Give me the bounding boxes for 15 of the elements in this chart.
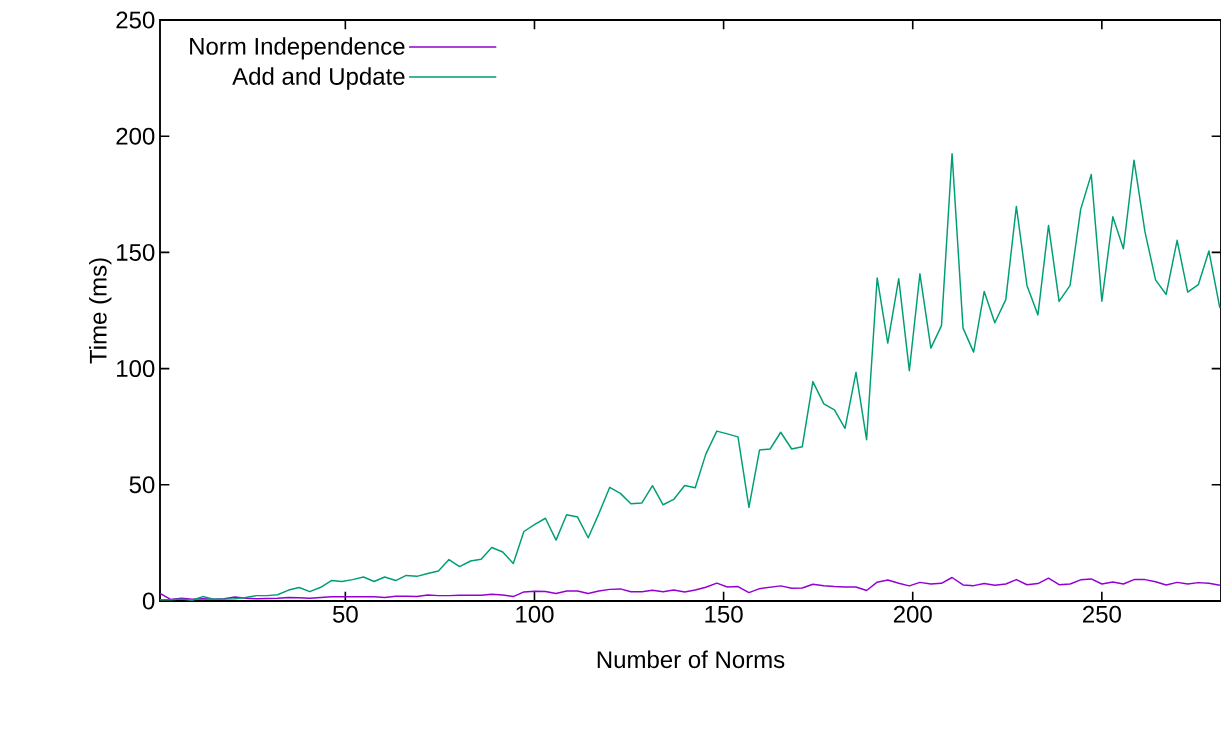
legend-label: Add and Update [232,67,405,90]
y-tick-label: 0 [142,592,155,610]
x-tick-label: 150 [705,605,743,623]
y-tick-label: 50 [129,476,155,494]
x-tick-label: 250 [1083,605,1121,623]
y-tick-label: 100 [117,360,155,378]
legend-label: Norm Independence [190,37,405,60]
y-tick-label: 200 [116,127,155,145]
x-axis-title: Number of Norms [597,650,785,669]
x-tick-label: 200 [893,605,932,623]
y-tick-label: 250 [116,11,155,29]
x-tick-label: 100 [516,605,554,623]
x-tick-label: 50 [332,605,358,623]
y-tick-label: 150 [117,243,155,261]
y-axis-title: Time (ms) [89,258,112,364]
